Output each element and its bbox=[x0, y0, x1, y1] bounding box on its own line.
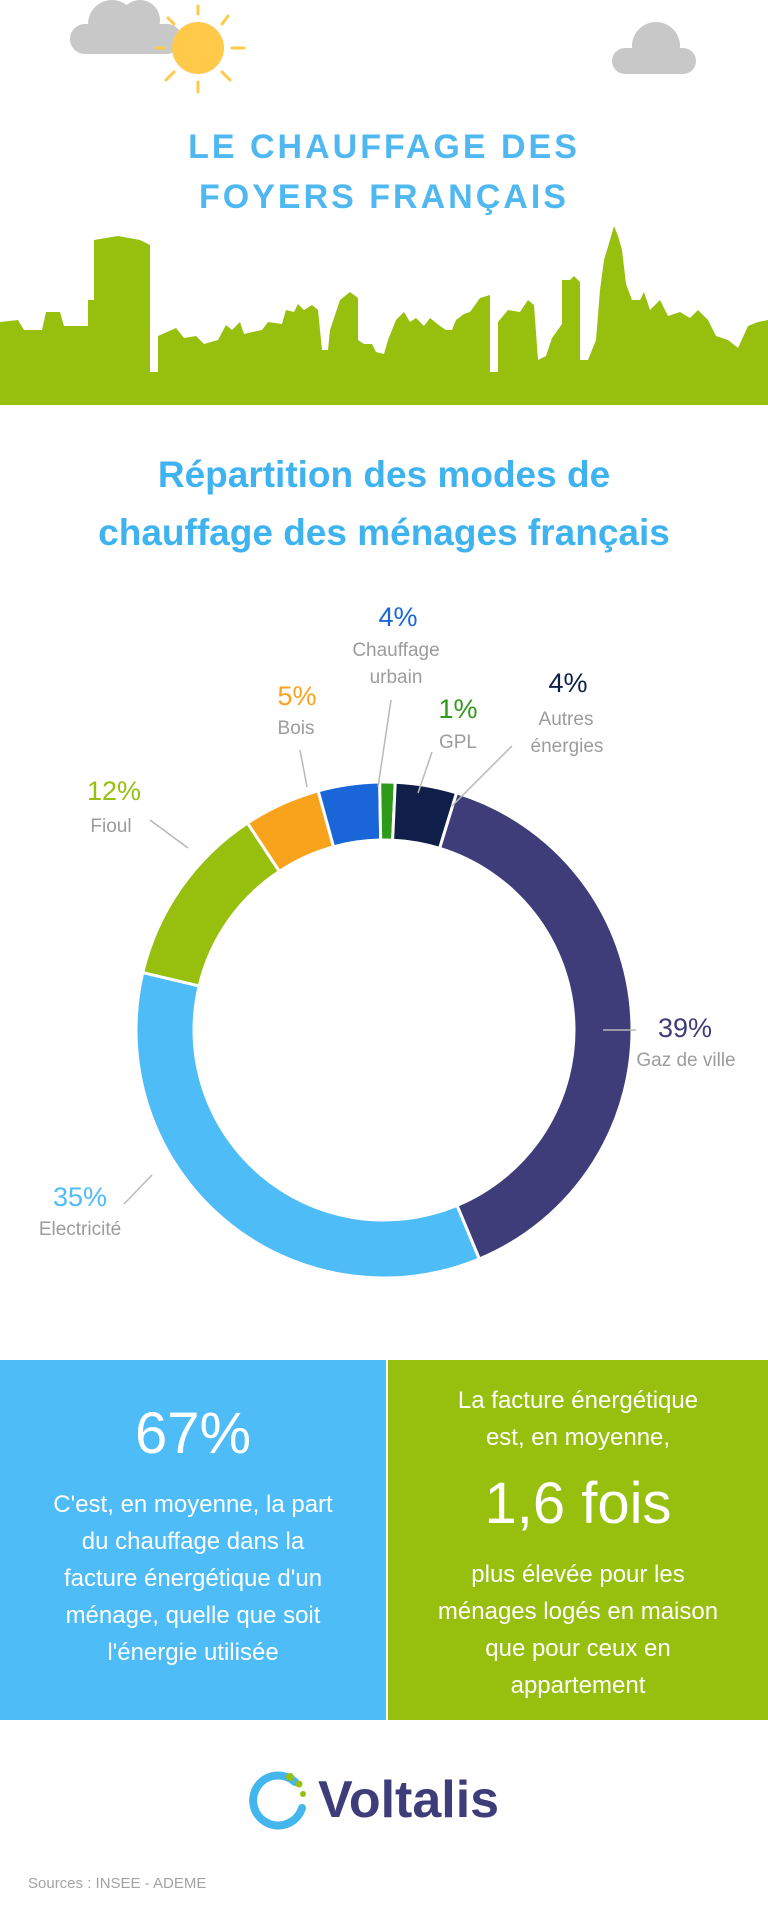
stat-right-line: ménages logés en maison bbox=[437, 1598, 719, 1625]
city-skyline bbox=[0, 226, 768, 405]
label-name-gpl: GPL bbox=[439, 732, 477, 753]
cloud-icon bbox=[70, 0, 182, 54]
leader-line-elec bbox=[123, 1174, 153, 1205]
chart-title-line-1: Répartition des modes de bbox=[157, 454, 611, 495]
label-name-elec: Electricité bbox=[39, 1219, 121, 1240]
stat-left-value: 67% bbox=[134, 1401, 252, 1466]
stat-box-left: 67% C'est, en moyenne, la part du chauff… bbox=[0, 1360, 386, 1720]
stat-box-right: La facture énergétique est, en moyenne, … bbox=[388, 1360, 768, 1720]
label-pct-autres: 4% bbox=[548, 668, 587, 698]
leader-line-fioul bbox=[149, 819, 189, 849]
voltalis-logo-text: Voltalis bbox=[318, 1771, 500, 1829]
label-name-bois: Bois bbox=[278, 718, 315, 739]
stat-left-line: du chauffage dans la bbox=[81, 1528, 305, 1555]
label-name-urbain-1: Chauffage bbox=[352, 640, 439, 661]
sources-text: Sources : INSEE - ADEME bbox=[28, 1875, 207, 1892]
label-pct-fioul: 12% bbox=[87, 776, 141, 806]
donut-slices bbox=[134, 780, 634, 1280]
stat-right-value: 1,6 fois bbox=[484, 1471, 672, 1536]
stat-right-line: appartement bbox=[510, 1672, 646, 1699]
chart-title-line-2: chauffage des ménages français bbox=[98, 512, 670, 553]
leader-line-autres bbox=[451, 745, 513, 807]
stat-right-line: que pour ceux en bbox=[485, 1635, 671, 1662]
label-name-autres-1: Autres bbox=[539, 709, 594, 730]
voltalis-logo-icon bbox=[249, 1771, 306, 1830]
leader-line-gpl bbox=[417, 751, 433, 794]
page-title-line-1: LE CHAUFFAGE DES bbox=[188, 128, 580, 166]
leader-lines bbox=[123, 699, 636, 1205]
label-name-gaz: Gaz de ville bbox=[636, 1050, 735, 1071]
stat-left-line: facture énergétique d'un bbox=[63, 1565, 323, 1592]
stat-left-line: ménage, quelle que soit bbox=[65, 1602, 321, 1629]
label-name-urbain-2: urbain bbox=[370, 667, 423, 688]
leader-line-bois bbox=[299, 749, 308, 788]
stat-left-line: l'énergie utilisée bbox=[107, 1639, 279, 1666]
label-pct-bois: 5% bbox=[277, 681, 316, 711]
stat-right-intro-line: est, en moyenne, bbox=[485, 1424, 671, 1451]
donut-chart: 39% Gaz de ville 35% Electricité 12% Fio… bbox=[39, 602, 736, 1280]
label-name-fioul: Fioul bbox=[90, 816, 131, 837]
leader-line-urbain bbox=[377, 699, 392, 788]
stat-right-line: plus élevée pour les bbox=[471, 1561, 685, 1588]
page-title-line-2: FOYERS FRANÇAIS bbox=[199, 178, 569, 216]
stat-right-description: plus élevée pour les ménages logés en ma… bbox=[400, 1556, 756, 1704]
label-pct-urbain: 4% bbox=[378, 602, 417, 632]
label-name-autres-2: énergies bbox=[531, 736, 604, 757]
stat-right-intro-line: La facture énergétique bbox=[457, 1387, 699, 1414]
sun-icon bbox=[154, 4, 246, 94]
donut-slice-fioul bbox=[140, 820, 282, 988]
label-pct-elec: 35% bbox=[53, 1182, 107, 1212]
stat-left-line: C'est, en moyenne, la part bbox=[53, 1491, 333, 1518]
donut-slice-gaz-de-ville bbox=[437, 790, 634, 1261]
header-illustration bbox=[0, 0, 768, 405]
stat-right-intro: La facture énergétique est, en moyenne, bbox=[400, 1382, 756, 1456]
stat-left-description: C'est, en moyenne, la part du chauffage … bbox=[12, 1486, 374, 1671]
donut-slice-autres-énergies bbox=[391, 780, 459, 851]
cloud-icon bbox=[612, 22, 696, 74]
label-pct-gaz: 39% bbox=[658, 1013, 712, 1043]
donut-slice-electricité bbox=[134, 970, 482, 1280]
label-pct-gpl: 1% bbox=[438, 694, 477, 724]
